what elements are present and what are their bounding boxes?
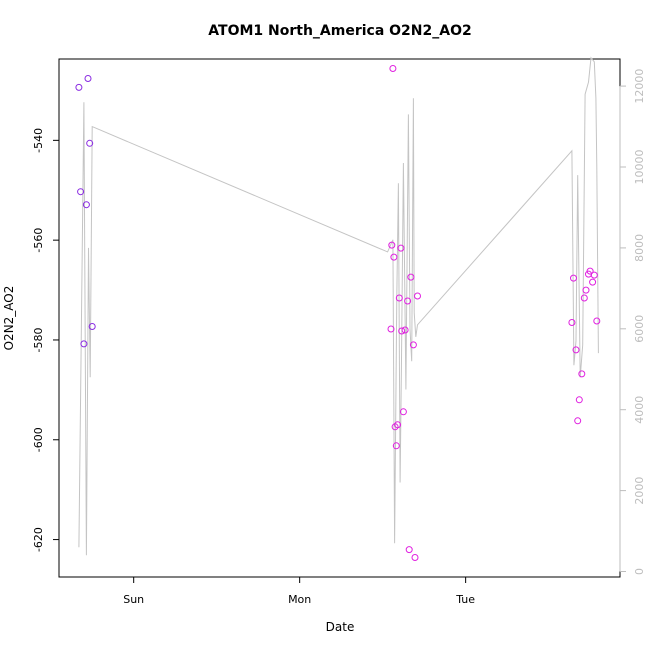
secondary-line-layer [78, 56, 599, 556]
data-point [405, 546, 413, 554]
right-y-tick-label: 4000 [633, 396, 646, 424]
right-y-tick-label: 12000 [633, 69, 646, 104]
data-point [572, 346, 580, 354]
data-point [88, 323, 96, 330]
data-point [570, 274, 577, 282]
data-point [582, 286, 590, 294]
data-point [392, 442, 400, 450]
data-point [574, 417, 582, 425]
y-tick-label: -620 [32, 527, 45, 552]
data-point [395, 294, 403, 302]
y-tick-label: -600 [32, 427, 45, 452]
data-point [389, 65, 397, 72]
data-point [401, 326, 409, 334]
x-axis-label: Date [326, 620, 355, 634]
data-point [568, 319, 576, 326]
data-point [407, 273, 415, 281]
data-point [394, 421, 402, 429]
data-point [387, 325, 395, 333]
data-point [390, 253, 398, 261]
data-point [578, 370, 586, 378]
data-point [590, 271, 598, 279]
right-y-tick-label: 10000 [633, 150, 646, 185]
data-point [404, 297, 412, 305]
data-point [414, 292, 421, 300]
y-tick-label: -580 [32, 327, 45, 352]
x-tick-label: Mon [288, 593, 311, 606]
data-point [84, 75, 92, 82]
y-tick-label: -540 [32, 128, 45, 153]
secondary-series-line [78, 56, 599, 556]
data-point [589, 278, 597, 286]
data-point [80, 340, 88, 348]
right-y-tick-label: 0 [633, 568, 646, 575]
data-point [586, 267, 594, 275]
data-point [77, 188, 85, 196]
data-point [575, 396, 583, 404]
data-point [399, 408, 407, 416]
data-point [411, 554, 419, 561]
data-point [409, 341, 417, 349]
data-point [580, 294, 588, 302]
y-axis: -620 -600 -580 -560 -540 [32, 128, 60, 552]
data-point [593, 317, 601, 325]
y-tick-label: -560 [32, 228, 45, 253]
right-y-tick-label: 2000 [633, 477, 646, 505]
points-layer [75, 65, 601, 561]
data-point [388, 241, 396, 249]
right-y-axis: 0 2000 4000 6000 8000 10000 12000 [619, 69, 646, 575]
data-point [82, 201, 90, 209]
x-axis: Sun Mon Tue [123, 576, 475, 606]
data-point [86, 139, 94, 147]
data-point [398, 327, 406, 335]
right-y-tick-label: 6000 [633, 315, 646, 343]
plot-frame [58, 58, 621, 578]
data-point [397, 244, 405, 252]
data-point [75, 83, 83, 91]
chart-title: ATOM1 North_America O2N2_AO2 [208, 23, 471, 39]
y-axis-label: O2N2_AO2 [2, 286, 16, 351]
right-y-tick-label: 8000 [633, 234, 646, 262]
x-tick-label: Sun [123, 593, 144, 606]
x-tick-label: Tue [455, 593, 475, 606]
